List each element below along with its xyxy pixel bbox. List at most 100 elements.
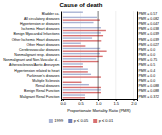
y-axis: Bladder ca.All circulatory diseasesHyper… bbox=[3, 12, 61, 100]
grid-line bbox=[62, 11, 63, 99]
y-axis-line bbox=[61, 12, 62, 100]
y-tick: Hypertension or diseases bbox=[20, 22, 61, 26]
annotation: PMR = 0.5 bbox=[139, 63, 156, 67]
y-tick-label: Benign Renal Function bbox=[24, 89, 59, 93]
bar bbox=[63, 43, 81, 44]
y-tick-label: Cerebrovascular diseases bbox=[19, 48, 60, 52]
reference-line bbox=[98, 11, 99, 99]
x-tick: 1.5 bbox=[114, 99, 120, 106]
y-tick: Parkinson's diseases bbox=[27, 74, 61, 78]
bar bbox=[63, 94, 85, 95]
grid-line bbox=[133, 11, 134, 99]
bar bbox=[63, 68, 88, 69]
legend-item: p ≤ 0.05 bbox=[68, 118, 89, 123]
annotation: PMR = 0.0 bbox=[139, 53, 156, 57]
plot: 0.0 0.5 1.0 1.5 2.0 Bladder ca.All circulator… bbox=[3, 11, 159, 106]
bar bbox=[63, 89, 101, 90]
title: Cause of death bbox=[59, 2, 102, 8]
y-tick: Bladder ca. bbox=[42, 12, 61, 16]
bar bbox=[62, 59, 63, 60]
marks bbox=[63, 11, 107, 99]
bar bbox=[63, 63, 83, 64]
y-tick-label: Atherosclerosis/Aortic Aneurysm bbox=[9, 63, 59, 67]
y-tick-label: Benign Myocardial Infarctions bbox=[14, 32, 60, 36]
bar bbox=[63, 84, 89, 85]
annotation: PMR = 0.088 bbox=[139, 89, 160, 93]
right-tick: PMR = 0.082 bbox=[137, 17, 159, 21]
annotation: PMR = 0.039 bbox=[139, 38, 160, 42]
annotation: PMR = 0.0 bbox=[139, 48, 156, 52]
bar bbox=[63, 56, 103, 57]
x-tick-label: 2.0 bbox=[131, 101, 137, 106]
right-tick: PMR = 0.038 bbox=[137, 27, 159, 31]
y-tick: Other Ischemic Heart diseases bbox=[12, 38, 61, 42]
right-axis: PMR = 0.57PMR = 0.082PMR = 0.047PMR = 0.… bbox=[137, 12, 159, 100]
bar bbox=[63, 53, 100, 54]
bar bbox=[63, 17, 97, 18]
bar bbox=[62, 49, 63, 50]
bar bbox=[62, 96, 63, 97]
grid-line bbox=[115, 11, 116, 99]
bar bbox=[62, 18, 63, 19]
annotation: PMR = 0.75 bbox=[139, 58, 158, 62]
annotation: PMR = 0.372 bbox=[139, 95, 160, 99]
y-tick-label: Other Ischemic Heart diseases bbox=[12, 38, 60, 42]
legend-label: p ≤ 0.05 bbox=[74, 118, 89, 123]
bar bbox=[63, 82, 82, 83]
grid-line bbox=[98, 11, 99, 99]
legend-item: 1999 bbox=[49, 118, 64, 123]
bar bbox=[63, 12, 83, 13]
right-tick: PMR = 0.088 bbox=[137, 89, 159, 93]
y-tick-label: Hypertension or diseases bbox=[20, 22, 60, 26]
right-tick: PMR = 0.027 bbox=[137, 43, 159, 47]
y-tick-label: Other Heart diseases bbox=[26, 43, 59, 47]
y-tick: Atherosclerosis/Aortic Aneurysm bbox=[9, 63, 61, 67]
annotation: PMR = 0.027 bbox=[139, 43, 160, 47]
grid-line bbox=[80, 11, 81, 99]
x-axis: 0.0 0.5 1.0 1.5 2.0 bbox=[60, 99, 137, 106]
bar bbox=[63, 45, 86, 46]
y-tick-label: All circulatory diseases bbox=[24, 17, 60, 21]
y-tick: Nonmalignant and Non-Vascular d... bbox=[3, 58, 61, 62]
legend-label: 1999 bbox=[54, 118, 64, 123]
y-tick: Benign Renal Function bbox=[24, 89, 61, 93]
annotation: PMR = 0.038 bbox=[139, 27, 160, 31]
x-tick-label: 0.0 bbox=[60, 101, 66, 106]
bar bbox=[62, 79, 63, 80]
bar bbox=[62, 80, 63, 81]
y-tick-label: Nonmalignant resp. diseases bbox=[14, 53, 59, 57]
right-tick: PMR = 0.039 bbox=[137, 32, 159, 36]
bar bbox=[62, 85, 63, 86]
y-tick: Other Heart diseases bbox=[26, 43, 61, 47]
legend-swatch bbox=[49, 119, 53, 123]
x-tick: 0.5 bbox=[78, 99, 84, 106]
right-tick: PMR = 0.75 bbox=[137, 58, 157, 62]
annotation: PMR = 0.57 bbox=[139, 12, 158, 16]
right-tick: PMR = 0.039 bbox=[137, 38, 159, 42]
right-tick: PMR = 0.0 bbox=[137, 79, 155, 83]
legend-swatch bbox=[68, 119, 72, 123]
annotation: PMR = 0.082 bbox=[139, 17, 160, 21]
y-tick: Nonmalignant resp. diseases bbox=[14, 53, 61, 57]
y-tick-label: Multiple Sclerosis bbox=[32, 79, 59, 83]
annotation: PMR = 0.0 bbox=[139, 79, 156, 83]
legend-label: p ≤ 0.01 bbox=[99, 118, 114, 123]
bar bbox=[63, 40, 102, 41]
x-tick: 2.0 bbox=[131, 99, 137, 106]
y-tick-label: Nonmalignant and Non-Vascular d... bbox=[3, 58, 59, 62]
x-tick-label: 1.5 bbox=[114, 101, 120, 106]
bar bbox=[62, 91, 63, 92]
bar bbox=[62, 39, 63, 40]
x-tick: 1.0 bbox=[96, 99, 102, 106]
y-tick-label: Renal diseases bbox=[36, 84, 60, 88]
y-tick: Multiple Sclerosis bbox=[32, 79, 61, 83]
legend-item: p ≤ 0.01 bbox=[93, 118, 114, 123]
bar bbox=[63, 74, 91, 75]
right-tick: PMR = 0.372 bbox=[137, 95, 159, 99]
right-tick: PMR = 0.0 bbox=[137, 74, 155, 78]
bar bbox=[63, 22, 94, 23]
annotation: PMR = 0.4 bbox=[139, 69, 156, 73]
bar bbox=[62, 13, 63, 14]
bar bbox=[62, 54, 63, 55]
bar bbox=[62, 75, 63, 76]
